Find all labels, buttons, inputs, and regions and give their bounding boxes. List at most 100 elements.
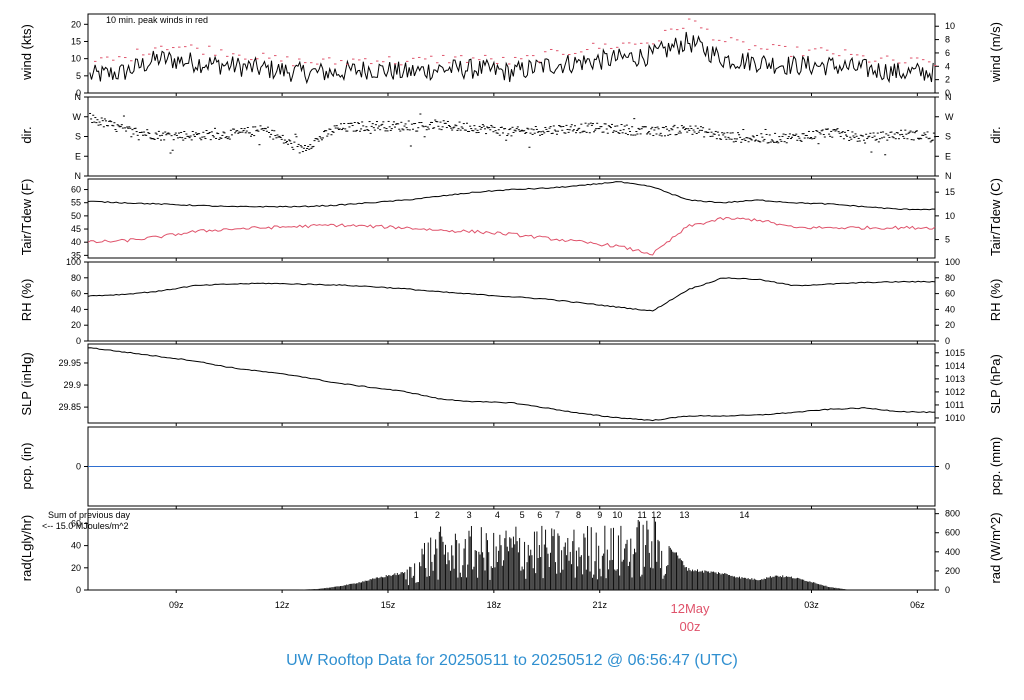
y-axis-label-right: wind (m/s) [988, 22, 1003, 83]
y-tick-label-right: 1010 [945, 413, 965, 423]
y-tick-label-right: 1012 [945, 387, 965, 397]
y-tick-label: E [75, 151, 81, 161]
y-axis-label: RH (%) [19, 279, 34, 322]
y-tick-label: 40 [71, 541, 81, 551]
peak-labels: 1 2 3 4 5 6 7 8 9 10 11 12 13 14 [414, 510, 750, 520]
peak-label: 7 [555, 510, 560, 520]
y-tick-label-right: S [945, 132, 951, 142]
y-tick-label: 35 [71, 250, 81, 260]
y-tick-label: 15 [71, 36, 81, 46]
y-tick-label: 5 [76, 71, 81, 81]
x-tick-label: 06z [910, 600, 925, 610]
y-tick-label: S [75, 132, 81, 142]
y-tick-label-right: 0 [945, 585, 950, 595]
peak-label: 11 [637, 510, 646, 520]
panel-2: dir. dir.N NW WS SE EN N [19, 92, 1003, 181]
y-axis-label: wind (kts) [19, 24, 34, 81]
series-line-slp [87, 347, 936, 422]
date-marker-day: 12May [670, 601, 710, 616]
peak-label: 12 [651, 510, 661, 520]
y-axis-label-right: Tair/Tdew (C) [988, 178, 1003, 256]
series-line-wind [89, 31, 934, 85]
panel-7: rad(Lgly/hr) rad (W/m^2)02040600200400600… [19, 508, 1003, 595]
panel-frame [87, 13, 936, 94]
x-tick-label: 12z [275, 600, 290, 610]
y-tick-label-right: 800 [945, 509, 960, 519]
y-tick-label: 20 [71, 563, 81, 573]
radiation-sum-note: Sum of previous day [48, 510, 131, 520]
panel-frame [87, 261, 936, 342]
y-tick-label-right: 20 [945, 320, 955, 330]
y-tick-label-right: 0 [945, 462, 950, 472]
y-tick-label: 60 [71, 289, 81, 299]
y-tick-label-right: 100 [945, 257, 960, 267]
y-tick-label-right: 6 [945, 48, 950, 58]
y-tick-label-right: 600 [945, 528, 960, 538]
y-tick-label-right: W [945, 112, 954, 122]
y-tick-label-right: 1011 [945, 400, 964, 410]
y-tick-label-right: 60 [945, 289, 955, 299]
panel-frame [87, 96, 936, 177]
y-tick-label: 100 [66, 257, 81, 267]
panel-frame [87, 343, 936, 424]
x-tick-label: 18z [487, 600, 502, 610]
y-tick-label: 20 [71, 320, 81, 330]
peak-label: 14 [739, 510, 749, 520]
y-axis-label: dir. [19, 126, 34, 143]
y-axis-label-right: dir. [988, 126, 1003, 143]
x-tick-label: 21z [592, 600, 607, 610]
y-tick-label: 10 [71, 54, 81, 64]
y-tick-label: N [75, 92, 82, 102]
y-tick-label-right: 2 [945, 75, 950, 85]
y-tick-label-right: 80 [945, 273, 955, 283]
y-axis-label: Tair/Tdew (F) [19, 179, 34, 256]
y-tick-label-right: 4 [945, 61, 950, 71]
y-tick-label: 29.85 [58, 402, 81, 412]
series-line-air-temp [87, 181, 936, 211]
panel-4: RH (%) RH (%) 0 20 40 60 80 100 0 20 40 60 80 100 [19, 257, 1003, 346]
y-tick-label-right: 15 [945, 187, 955, 197]
date-marker-hour: 00z [680, 619, 701, 634]
peak-label: 1 [414, 510, 419, 520]
y-tick-label-right: N [945, 92, 952, 102]
series-direction [89, 112, 936, 156]
y-tick-label-right: 5 [945, 235, 950, 245]
series-line-rh [87, 277, 936, 312]
y-tick-label-right: 8 [945, 35, 950, 45]
y-axis-label: SLP (inHg) [19, 352, 34, 415]
y-tick-label: 60 [71, 518, 81, 528]
y-tick-label: 50 [71, 211, 81, 221]
figure-title: UW Rooftop Data for 20250511 to 20250512… [286, 652, 738, 669]
y-tick-label: 0 [76, 336, 81, 346]
peak-wind-note: 10 min. peak winds in red [106, 15, 208, 25]
y-tick-label: 20 [71, 19, 81, 29]
y-axis-label: pcp. (in) [19, 443, 34, 490]
y-tick-label-right: 0 [945, 88, 950, 98]
y-tick-label-right: 0 [945, 336, 950, 346]
y-tick-label: 0 [76, 88, 81, 98]
y-tick-label: 0 [76, 585, 81, 595]
panel-5: SLP (inHg) SLP (hPa) 29.85 29.9 29.95 1010 101… [19, 343, 1003, 426]
series-line-dewpoint [87, 216, 936, 256]
x-tick-label: 03z [804, 600, 819, 610]
series-peak-winds [93, 18, 937, 67]
peak-label: 3 [467, 510, 472, 520]
y-tick-label: 60 [71, 185, 81, 195]
y-tick-label-right: 10 [945, 21, 955, 31]
y-tick-label-right: 1013 [945, 374, 965, 384]
y-axis-label: rad(Lgly/hr) [19, 515, 34, 581]
panel-frame [87, 178, 936, 259]
panel-3: Tair/Tdew (F) Tair/Tdew (C) 35 40 45 50 55 60 5 1… [19, 178, 1003, 261]
y-axis-label-right: SLP (hPa) [988, 354, 1003, 414]
peak-label: 6 [537, 510, 542, 520]
y-tick-label: 40 [71, 304, 81, 314]
y-tick-label: 80 [71, 273, 81, 283]
y-tick-label-right: 40 [945, 304, 955, 314]
series-radiation [299, 517, 847, 590]
peak-label: 2 [435, 510, 440, 520]
y-tick-label-right: E [945, 151, 951, 161]
peak-label: 9 [597, 510, 602, 520]
peak-label: 10 [612, 510, 622, 520]
